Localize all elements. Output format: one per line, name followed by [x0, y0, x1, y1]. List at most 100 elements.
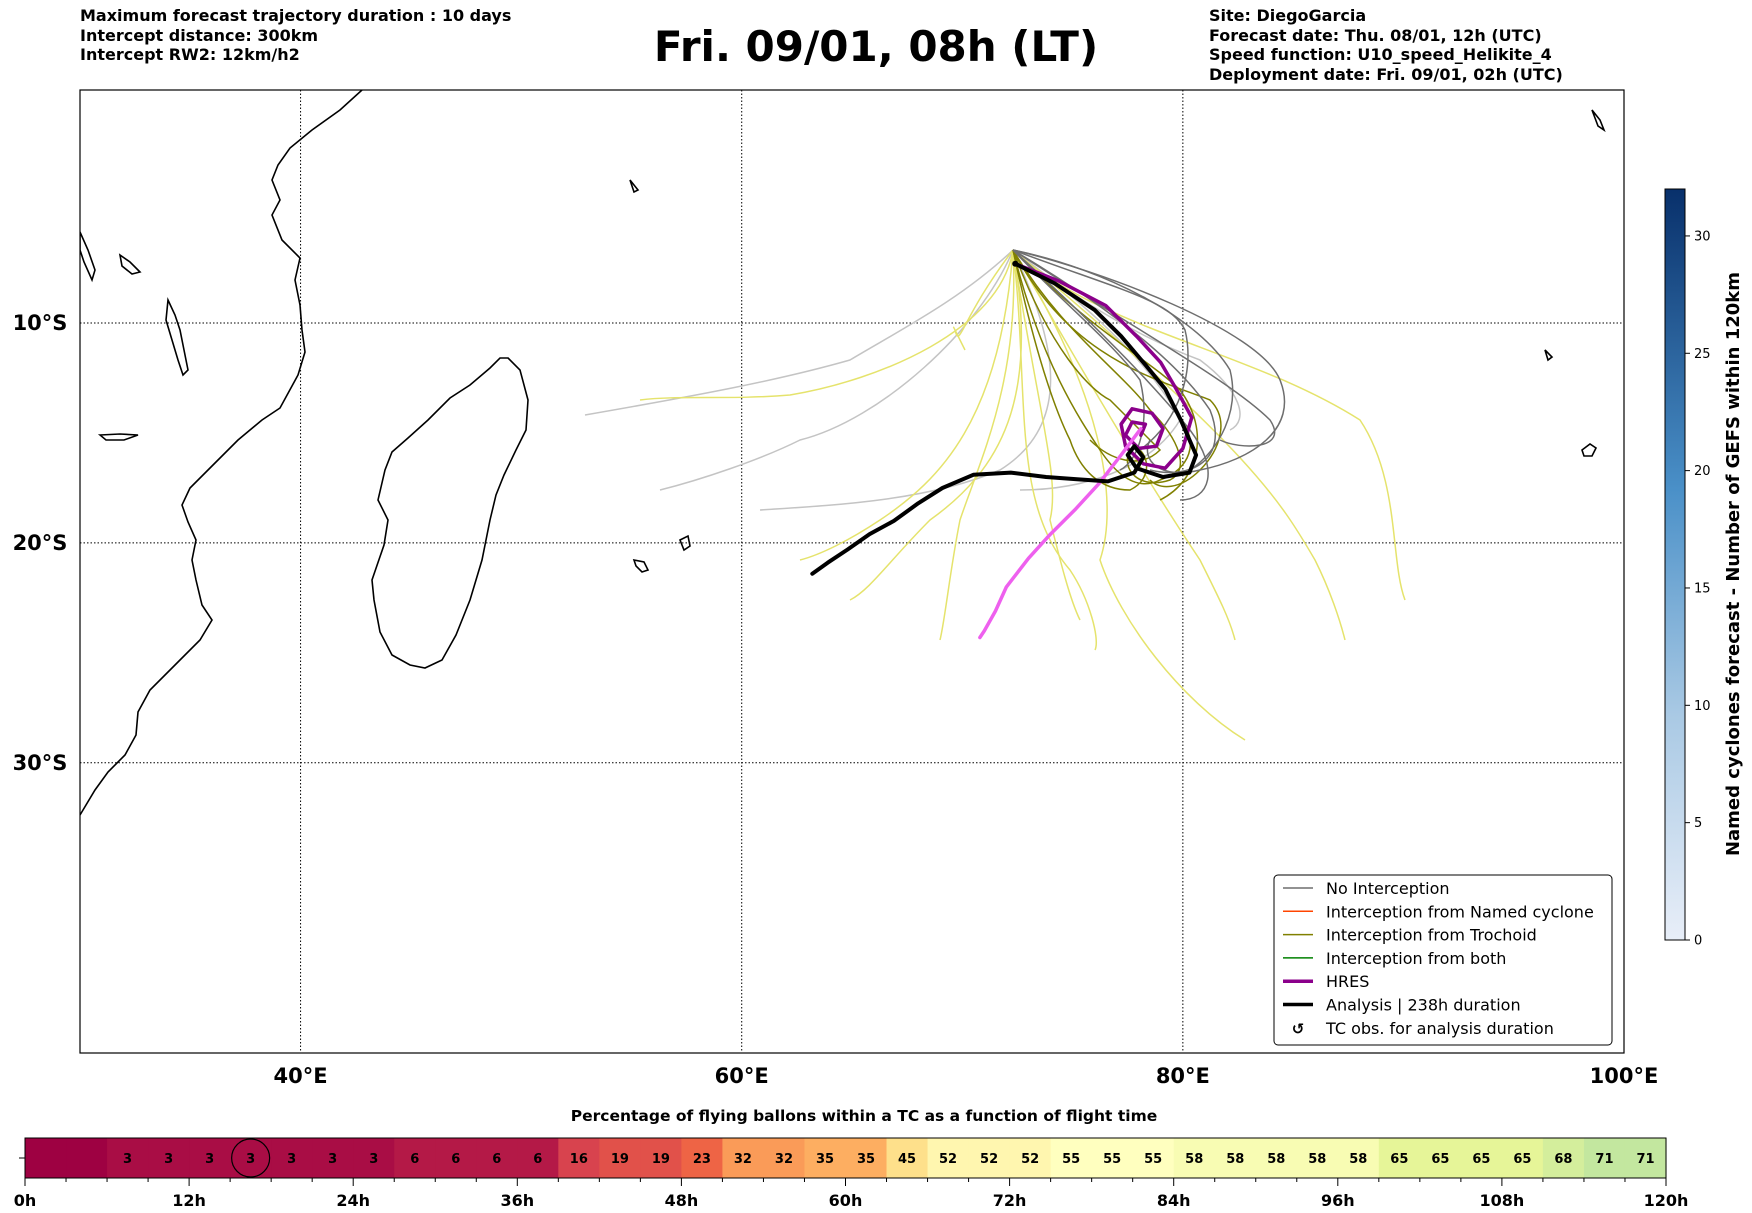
- strip-cell: [1337, 1138, 1380, 1178]
- strip-tick-label: 96h: [1321, 1191, 1355, 1210]
- colorbar-ticks: 0 5 10 15 20 25 30: [1685, 229, 1711, 949]
- strip-value: 58: [1226, 1152, 1244, 1167]
- strip-cell: [804, 1138, 847, 1178]
- strip-cell: [681, 1138, 724, 1178]
- colorbar-tick-label: 25: [1694, 347, 1711, 362]
- hres-late-trajectory: [978, 426, 1143, 640]
- strip-cell: [640, 1138, 682, 1178]
- strip-value: 52: [939, 1152, 957, 1167]
- strip-cell: [25, 1138, 67, 1178]
- header-left-line: Maximum forecast trajectory duration : 1…: [80, 6, 512, 25]
- strip-tick-label: 0h: [14, 1191, 37, 1210]
- strip-title: Percentage of flying ballons within a TC…: [571, 1107, 1158, 1125]
- x-tick-labels: 40°E 60°E 80°E 100°E: [274, 1064, 1659, 1088]
- strip-value: 6: [451, 1152, 460, 1167]
- header-right-line: Forecast date: Thu. 08/01, 12h (UTC): [1209, 25, 1542, 45]
- ensemble-trajectory: [1012, 249, 1236, 641]
- strip-tick-label: 108h: [1480, 1191, 1525, 1210]
- strip-cell: [1501, 1138, 1544, 1178]
- flight-time-strip: Percentage of flying ballons within a TC…: [14, 1107, 1689, 1210]
- strip-value: 23: [693, 1152, 711, 1167]
- analysis-trajectory: [810, 261, 1199, 576]
- header-left: Maximum forecast trajectory duration : 1…: [80, 6, 511, 65]
- ensemble-trajectory: [1012, 249, 1148, 491]
- ensemble-trajectory: [1012, 249, 1286, 474]
- colorbar-label: Named cyclones forecast - Number of GEFS…: [1723, 272, 1744, 856]
- y-tick-label: 30°S: [13, 751, 68, 775]
- strip-cell: [1460, 1138, 1503, 1178]
- strip-cell: [476, 1138, 518, 1178]
- island-coastline: [632, 558, 650, 573]
- island-coastline: [1581, 443, 1598, 457]
- x-tick-label: 40°E: [274, 1064, 328, 1088]
- strip-value: 3: [205, 1152, 214, 1167]
- y-tick-label: 20°S: [13, 531, 68, 555]
- strip-cell: [1009, 1138, 1052, 1178]
- strip-value: 65: [1390, 1152, 1408, 1167]
- ensemble-trajectory: [759, 249, 1052, 511]
- colorbar-tick-label: 0: [1694, 934, 1702, 949]
- africa-coastline: [80, 90, 363, 816]
- ensemble-trajectory: [939, 249, 1015, 641]
- strip-cell: [845, 1138, 888, 1178]
- strip-value: 55: [1062, 1152, 1080, 1167]
- strip-cell: [1091, 1138, 1134, 1178]
- strip-value: 65: [1472, 1152, 1490, 1167]
- strip-value: 35: [816, 1152, 834, 1167]
- strip-cell: [763, 1138, 806, 1178]
- strip-cell: [1132, 1138, 1175, 1178]
- strip-cell: [886, 1138, 929, 1178]
- graticule: [80, 90, 1624, 1053]
- colorbar-tick-label: 5: [1694, 816, 1702, 831]
- strip-cell: [1542, 1138, 1585, 1178]
- madagascar-coastline: [371, 357, 529, 669]
- island-coastline: [678, 534, 691, 552]
- ensemble-trajectory: [659, 249, 1014, 491]
- strip-cell: [1255, 1138, 1298, 1178]
- ensemble-trajectory: [1012, 249, 1406, 601]
- strip-value: 58: [1308, 1152, 1326, 1167]
- y-tick-label: 10°S: [13, 311, 68, 335]
- strip-cell: [148, 1138, 190, 1178]
- strip-value: 71: [1595, 1152, 1613, 1167]
- island-coastline: [1591, 109, 1606, 133]
- legend-box: [1273, 874, 1613, 1046]
- colorbar-tick-label: 30: [1694, 229, 1711, 244]
- strip-value: 6: [410, 1152, 419, 1167]
- header-left-line: Intercept distance: 300km: [80, 25, 319, 45]
- colorbar-tick-label: 20: [1694, 464, 1711, 479]
- x-tick-label: 100°E: [1590, 1064, 1659, 1088]
- legend-glyph: ↺: [1292, 1020, 1305, 1038]
- strip-cell: [353, 1138, 395, 1178]
- y-tick-labels: 10°S 20°S 30°S: [13, 311, 68, 775]
- legend-label: HRES: [1326, 972, 1369, 991]
- strip-value: 3: [369, 1152, 378, 1167]
- main-trajectories: [810, 260, 1199, 640]
- strip-cell: [312, 1138, 354, 1178]
- strip-cell: [1050, 1138, 1093, 1178]
- header-left-line: Intercept RW2: 12km/h2: [80, 45, 300, 64]
- strip-value: 45: [898, 1152, 916, 1167]
- strip-cell: [722, 1138, 765, 1178]
- strip-cell: [66, 1138, 108, 1178]
- ensemble-trajectory: [1012, 249, 1097, 651]
- strip-tick-label: 48h: [665, 1191, 699, 1210]
- legend-label: Interception from both: [1326, 949, 1506, 968]
- strip-cell: [1296, 1138, 1339, 1178]
- header-right-line: Speed function: U10_speed_Helikite_4: [1209, 45, 1552, 64]
- legend-label: Analysis | 238h duration: [1326, 996, 1521, 1015]
- island-coastline: [118, 253, 142, 275]
- legend-label: Interception from Named cyclone: [1326, 902, 1594, 921]
- hres-trajectory: [1013, 261, 1194, 470]
- strip-cell: [271, 1138, 313, 1178]
- colorbar-tick-label: 10: [1694, 699, 1711, 714]
- x-tick-label: 60°E: [715, 1064, 769, 1088]
- strip-cell: [107, 1138, 149, 1178]
- strip-value: 71: [1636, 1152, 1654, 1167]
- page-title: Fri. 09/01, 08h (LT): [653, 22, 1099, 71]
- strip-value: 3: [328, 1152, 337, 1167]
- strip-tick-label: 12h: [172, 1191, 206, 1210]
- strip-cell: [517, 1138, 559, 1178]
- island-coastline: [1544, 349, 1554, 362]
- strip-tick-label: 60h: [829, 1191, 863, 1210]
